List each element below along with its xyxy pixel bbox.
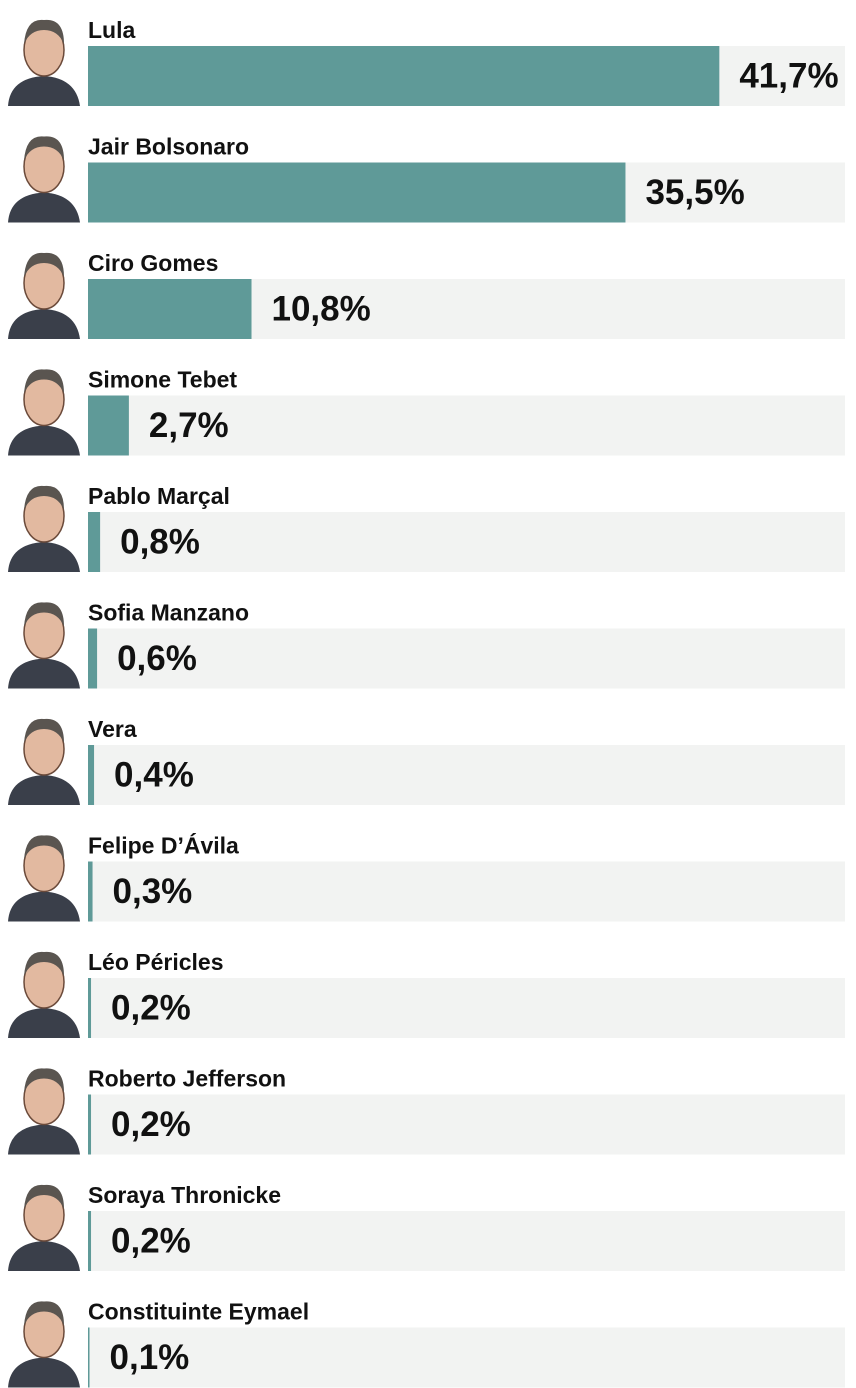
- portrait: [8, 1068, 80, 1155]
- bar: [88, 1327, 90, 1388]
- value-label: 0,2%: [111, 1105, 191, 1144]
- portrait-shoulders: [8, 1241, 80, 1271]
- bar: [88, 395, 129, 456]
- portrait: [8, 1184, 80, 1271]
- value-label: 0,2%: [111, 1221, 191, 1260]
- portrait-shoulders: [8, 1124, 80, 1155]
- portrait-hair: [24, 602, 64, 627]
- bar: [88, 628, 98, 689]
- portrait-hair: [24, 1301, 64, 1326]
- portrait-shoulders: [8, 309, 80, 339]
- bar-track: [88, 1094, 845, 1155]
- category-label: Léo Péricles: [88, 949, 224, 975]
- portrait: [8, 369, 80, 456]
- value-label: 0,1%: [110, 1338, 190, 1377]
- bar-track: [88, 628, 845, 689]
- portrait-hair: [24, 485, 64, 510]
- portrait-hair: [24, 1184, 64, 1209]
- portrait-hair: [24, 136, 64, 161]
- bar-track: [88, 861, 845, 922]
- value-label: 35,5%: [645, 173, 744, 212]
- portrait-hair: [24, 252, 64, 277]
- bar-track: [88, 512, 845, 572]
- bar-track: [88, 395, 845, 456]
- bar: [88, 861, 93, 922]
- category-label: Vera: [88, 716, 137, 742]
- value-label: 2,7%: [149, 406, 229, 445]
- category-label: Pablo Marçal: [88, 483, 230, 509]
- portrait-shoulders: [8, 891, 80, 922]
- category-label: Jair Bolsonaro: [88, 134, 249, 160]
- portrait-hair: [24, 951, 64, 976]
- category-label: Lula: [88, 17, 135, 43]
- portrait-shoulders: [8, 192, 80, 223]
- bar-track: [88, 1327, 845, 1388]
- bar: [88, 978, 92, 1038]
- category-label: Constituinte Eymael: [88, 1299, 309, 1325]
- portrait: [8, 718, 80, 805]
- portrait-hair: [24, 1068, 64, 1093]
- portrait: [8, 252, 80, 339]
- bar: [88, 1094, 92, 1155]
- portrait-hair: [24, 835, 64, 860]
- value-label: 0,3%: [113, 872, 193, 911]
- category-label: Sofia Manzano: [88, 600, 249, 626]
- portrait-hair: [24, 369, 64, 394]
- value-label: 10,8%: [272, 289, 371, 328]
- category-label: Roberto Jefferson: [88, 1066, 286, 1092]
- portrait-shoulders: [8, 542, 80, 572]
- portrait: [8, 602, 80, 689]
- bar: [88, 162, 626, 223]
- value-label: 0,4%: [114, 755, 194, 794]
- category-label: Felipe D’Ávila: [88, 832, 239, 859]
- portrait-shoulders: [8, 1008, 80, 1038]
- bar-track: [88, 1211, 845, 1271]
- bar: [88, 1211, 92, 1271]
- portrait-shoulders: [8, 1357, 80, 1388]
- portrait: [8, 835, 80, 922]
- portrait-shoulders: [8, 775, 80, 805]
- category-label: Soraya Thronicke: [88, 1182, 281, 1208]
- portrait-shoulders: [8, 658, 80, 689]
- value-label: 0,2%: [111, 988, 191, 1027]
- value-label: 0,8%: [120, 522, 200, 561]
- bar-track: [88, 978, 845, 1038]
- category-label: Simone Tebet: [88, 367, 237, 393]
- bar: [88, 512, 101, 572]
- portrait: [8, 951, 80, 1038]
- portrait-hair: [24, 19, 64, 44]
- bar-track: [88, 745, 845, 805]
- category-label: Ciro Gomes: [88, 250, 218, 276]
- value-label: 0,6%: [117, 639, 197, 678]
- portrait-shoulders: [8, 76, 80, 106]
- portrait: [8, 1301, 80, 1388]
- bar: [88, 46, 720, 106]
- portrait: [8, 136, 80, 223]
- portrait: [8, 19, 80, 106]
- portrait-shoulders: [8, 425, 80, 456]
- bar: [88, 279, 252, 339]
- bar: [88, 745, 95, 805]
- portrait-hair: [24, 718, 64, 743]
- portrait: [8, 485, 80, 572]
- value-label: 41,7%: [739, 56, 838, 95]
